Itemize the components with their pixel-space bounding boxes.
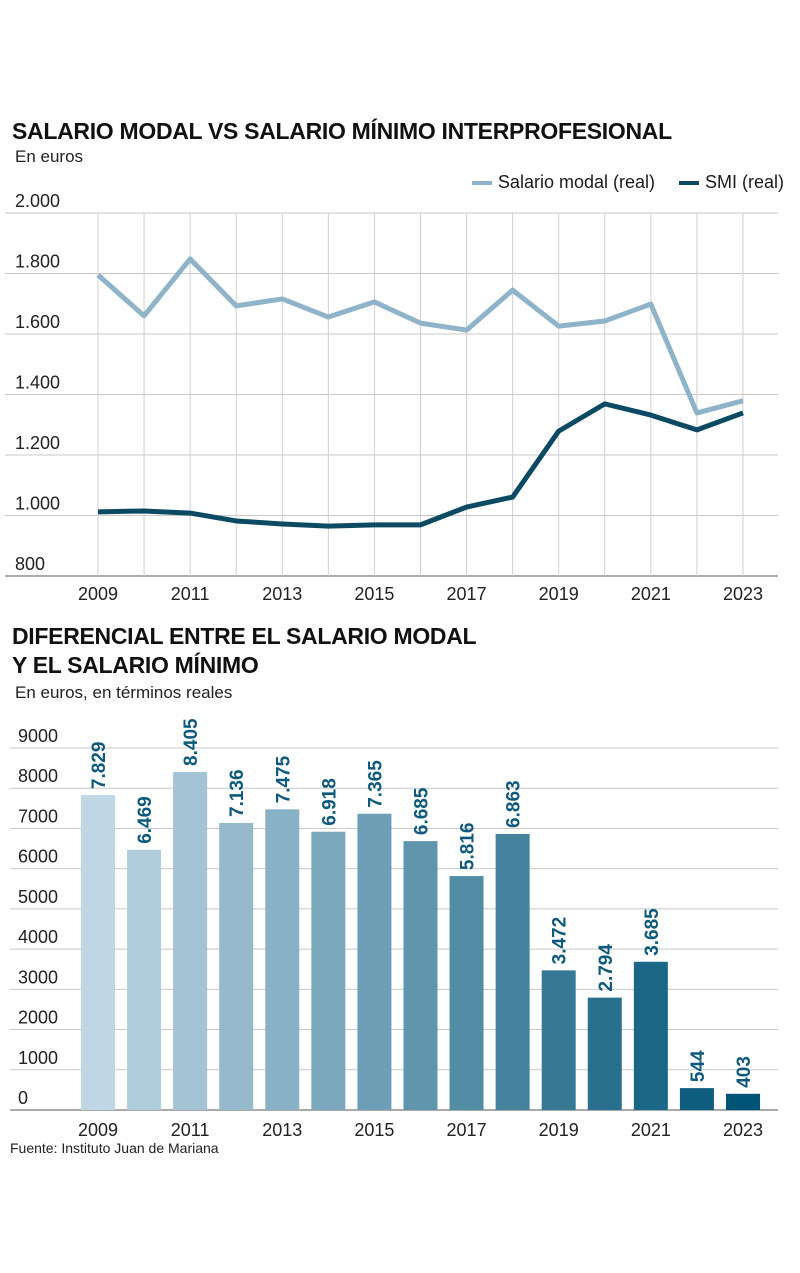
x-tick-label: 2019 — [539, 584, 579, 604]
y-tick-label: 0 — [18, 1088, 28, 1108]
data-label: 6.918 — [319, 778, 340, 826]
data-label: 7.475 — [273, 755, 294, 803]
y-tick-label: 1.000 — [15, 494, 60, 514]
bar-2018 — [495, 833, 530, 1110]
source-note: Fuente: Instituto Juan de Mariana — [10, 1140, 219, 1156]
y-tick-label: 2.000 — [15, 191, 60, 211]
x-tick-label: 2015 — [354, 584, 394, 604]
y-tick-label: 3000 — [18, 967, 58, 987]
bar-2014 — [311, 831, 346, 1110]
bar-title-line: DIFERENCIAL ENTRE EL SALARIO MODAL — [12, 623, 477, 649]
y-tick-label: 5000 — [18, 887, 58, 907]
data-label: 6.685 — [411, 787, 432, 835]
data-label: 6.863 — [504, 780, 525, 828]
x-tick-label: 2015 — [354, 1120, 394, 1140]
legend-swatch — [471, 181, 492, 186]
y-tick-label: 1.200 — [15, 433, 60, 453]
x-tick-label: 2023 — [723, 584, 763, 604]
bar-2009 — [81, 795, 115, 1110]
x-tick-label: 2013 — [262, 1120, 302, 1140]
y-tick-label: 8000 — [18, 766, 58, 786]
x-tick-label: 2019 — [539, 1120, 579, 1140]
data-label: 7.365 — [365, 760, 386, 808]
y-tick-label: 9000 — [18, 726, 58, 746]
legend-item-modal: Salario modal (real) — [471, 172, 655, 193]
bar-2015 — [357, 813, 392, 1110]
x-tick-label: 2021 — [631, 1120, 671, 1140]
y-tick-label: 1.800 — [15, 252, 60, 272]
y-tick-label: 800 — [15, 554, 45, 574]
x-tick-label: 2011 — [171, 584, 210, 604]
bar-2011 — [173, 771, 208, 1110]
y-tick-label: 4000 — [18, 927, 58, 947]
legend-item-smi: SMI (real) — [678, 172, 784, 193]
bar-2023 — [725, 1093, 760, 1110]
y-tick-label: 1.600 — [15, 312, 60, 332]
data-label: 5.816 — [458, 823, 479, 871]
x-tick-label: 2011 — [171, 1120, 210, 1140]
x-tick-label: 2013 — [262, 584, 302, 604]
x-tick-label: 2023 — [723, 1120, 763, 1140]
legend-label: SMI (real) — [704, 172, 784, 192]
data-label: 3.472 — [550, 917, 571, 965]
y-tick-label: 6000 — [18, 847, 58, 867]
data-label: 8.405 — [181, 718, 202, 766]
data-label: 544 — [688, 1050, 709, 1082]
bar-2021 — [633, 961, 668, 1110]
line-chart-subtitle: En euros — [15, 147, 84, 166]
line-chart-title: SALARIO MODAL VS SALARIO MÍNIMO INTERPRO… — [12, 118, 672, 144]
bar-2012 — [219, 822, 254, 1110]
x-tick-label: 2017 — [447, 1120, 487, 1140]
legend: Salario modal (real) SMI (real) — [471, 172, 784, 193]
bar-title-line: Y EL SALARIO MÍNIMO — [12, 652, 259, 678]
bar-2017 — [449, 876, 484, 1110]
x-tick-label: 2017 — [447, 584, 487, 604]
x-tick-label: 2021 — [631, 584, 671, 604]
legend-swatch — [678, 181, 699, 186]
bar-2022 — [679, 1088, 714, 1110]
bar-2019 — [541, 970, 576, 1110]
data-label: 2.794 — [596, 944, 617, 992]
bar-2013 — [265, 809, 300, 1110]
data-label: 7.829 — [89, 742, 110, 790]
y-tick-label: 2000 — [18, 1008, 58, 1028]
bar-chart-title: DIFERENCIAL ENTRE EL SALARIO MODAL Y EL … — [12, 622, 477, 680]
bar-chart-subtitle: En euros, en términos reales — [15, 683, 233, 702]
data-label: 7.136 — [227, 769, 248, 817]
x-tick-label: 2009 — [78, 1120, 118, 1140]
data-label: 403 — [734, 1056, 755, 1088]
data-label: 3.685 — [642, 908, 663, 956]
data-label: 6.469 — [135, 796, 156, 844]
y-tick-label: 1.400 — [15, 373, 60, 393]
x-tick-label: 2009 — [78, 584, 118, 604]
y-tick-label: 7000 — [18, 806, 58, 826]
bar-2010 — [127, 849, 162, 1110]
legend-label: Salario modal (real) — [497, 172, 655, 192]
y-tick-label: 1000 — [18, 1048, 58, 1068]
bar-2016 — [403, 841, 438, 1110]
bar-2020 — [587, 997, 622, 1110]
